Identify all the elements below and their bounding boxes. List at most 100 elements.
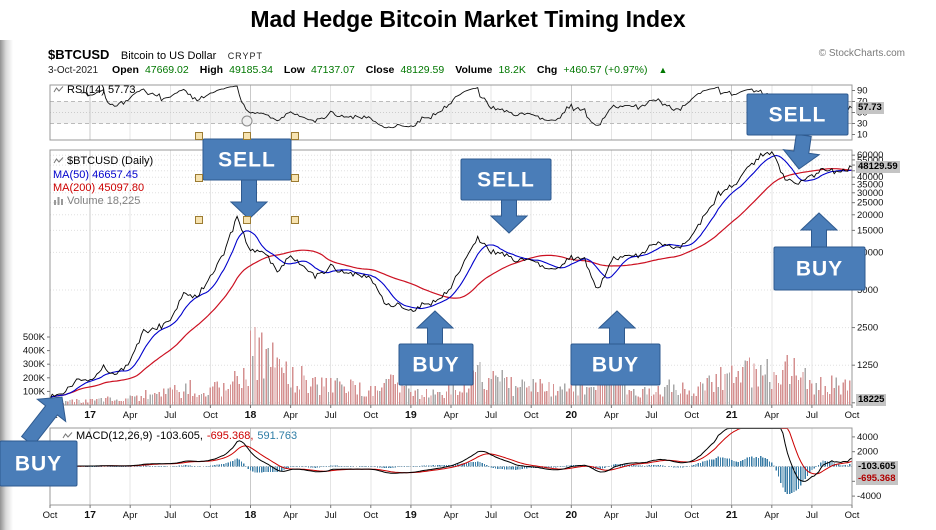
svg-text:25000: 25000: [857, 198, 883, 209]
svg-text:Apr: Apr: [764, 410, 779, 421]
svg-text:17: 17: [84, 509, 96, 521]
sell-box[interactable]: [746, 93, 849, 136]
sell-label: SELL: [218, 149, 276, 172]
buy-label: BUY: [796, 258, 843, 281]
macd-signal-axis-value-box: -695.368: [856, 473, 898, 485]
svg-text:200K: 200K: [23, 373, 46, 384]
buy-box[interactable]: [570, 343, 661, 386]
sell-callout[interactable]: SELL: [746, 93, 849, 170]
buy-arrow-shape[interactable]: [20, 396, 67, 447]
buy-callout[interactable]: BUY: [0, 396, 78, 487]
svg-text:Apr: Apr: [604, 510, 619, 521]
quote-values: Open 47669.02 High 49185.34 Low 47137.07 Cl…: [112, 64, 658, 76]
svg-text:Oct: Oct: [363, 510, 378, 521]
selection-handle[interactable]: [195, 216, 203, 224]
sell-arrow-shape[interactable]: [782, 133, 821, 170]
buy-arrow-shape[interactable]: [597, 310, 637, 345]
last-price-box: 48129.59: [856, 161, 900, 173]
svg-text:100K: 100K: [23, 386, 46, 397]
buy-arrow-shape[interactable]: [799, 212, 839, 248]
buy-box[interactable]: [773, 246, 866, 291]
svg-text:500K: 500K: [23, 332, 46, 343]
selection-handle[interactable]: [291, 132, 299, 140]
svg-text:Apr: Apr: [444, 410, 459, 421]
volume-bars-icon: [53, 196, 64, 209]
ticker-name: Bitcoin to US Dollar: [120, 50, 217, 62]
indicator-line-icon: [53, 85, 64, 97]
sell-callout[interactable]: SELL: [460, 158, 552, 234]
svg-text:35000: 35000: [857, 179, 883, 190]
buy-box[interactable]: [0, 440, 78, 487]
buy-arrow-shape[interactable]: [415, 310, 455, 345]
up-triangle-icon: ▲: [658, 65, 668, 75]
svg-text:Oct: Oct: [845, 510, 860, 521]
svg-text:Apr: Apr: [604, 410, 619, 421]
quote-high: High 49185.34: [199, 64, 273, 76]
svg-text:20000: 20000: [857, 210, 883, 221]
selection-handle[interactable]: [243, 132, 251, 140]
svg-text:Oct: Oct: [684, 510, 699, 521]
legend-ma200: MA(200) 45097.80: [53, 182, 145, 194]
svg-text:Apr: Apr: [444, 510, 459, 521]
svg-text:19: 19: [405, 509, 417, 521]
svg-text:Jul: Jul: [164, 410, 176, 421]
selection-handle[interactable]: [195, 132, 203, 140]
macd-axis-value-box: -103.605: [856, 461, 898, 473]
slide-edge-shadow: [0, 40, 13, 530]
svg-text:30000: 30000: [857, 188, 883, 199]
buy-box[interactable]: [398, 343, 474, 386]
buy-callout[interactable]: BUY: [773, 212, 866, 291]
sell-callout[interactable]: SELL: [195, 115, 299, 224]
chart-line-icon: [53, 156, 64, 169]
svg-text:21: 21: [726, 409, 738, 421]
buy-label: BUY: [592, 354, 639, 377]
buy-callout[interactable]: BUY: [398, 310, 474, 386]
macd-label: MACD(12,26,9): [76, 430, 153, 442]
sell-arrow-shape[interactable]: [489, 199, 529, 234]
selection-handle[interactable]: [291, 216, 299, 224]
macd-signal-value: -695.368,: [206, 430, 254, 442]
buy-label: BUY: [412, 354, 459, 377]
selection-handle[interactable]: [243, 216, 251, 224]
svg-text:Jul: Jul: [645, 510, 657, 521]
rsi-value: 57.73: [107, 84, 136, 96]
svg-text:90: 90: [857, 86, 868, 97]
selection-handle[interactable]: [195, 174, 203, 182]
rotate-handle[interactable]: [241, 115, 253, 127]
volume-axis-value-box: 18225: [856, 394, 887, 406]
svg-text:Apr: Apr: [764, 510, 779, 521]
sell-box[interactable]: [460, 158, 552, 201]
svg-text:21: 21: [726, 509, 738, 521]
svg-text:Oct: Oct: [363, 410, 378, 421]
svg-text:18: 18: [245, 409, 257, 421]
selection-handle[interactable]: [291, 174, 299, 182]
svg-text:55000: 55000: [857, 155, 883, 166]
svg-text:300K: 300K: [23, 359, 46, 370]
rsi-legend: RSI(14) 57.73: [53, 84, 136, 97]
macd-hist-value: 591.763: [257, 430, 298, 442]
rsi-label: RSI(14): [67, 84, 105, 96]
exchange-label: CRYPT: [227, 51, 264, 61]
svg-text:Jul: Jul: [485, 410, 497, 421]
svg-text:10000: 10000: [857, 247, 883, 258]
svg-text:18: 18: [245, 509, 257, 521]
buy-callout[interactable]: BUY: [570, 310, 661, 386]
quote-date: 3-Oct-2021: [48, 65, 99, 76]
sell-arrow-shape[interactable]: [229, 179, 269, 220]
svg-text:60000: 60000: [857, 150, 883, 161]
svg-text:Jul: Jul: [325, 510, 337, 521]
legend-symbol: $BTCUSD (Daily): [67, 155, 154, 167]
svg-text:-4000: -4000: [857, 491, 881, 502]
svg-text:40000: 40000: [857, 172, 883, 183]
svg-text:Oct: Oct: [524, 410, 539, 421]
quote-row: 3-Oct-2021 Open 47669.02 High 49185.34 Low …: [48, 64, 863, 76]
svg-text:5000: 5000: [857, 285, 878, 296]
macd-line-icon: [62, 431, 73, 443]
svg-text:Oct: Oct: [684, 410, 699, 421]
svg-text:Oct: Oct: [43, 510, 58, 521]
stockcharts-credit-link[interactable]: © StockCharts.com: [818, 48, 905, 59]
svg-text:Apr: Apr: [123, 410, 138, 421]
svg-text:19: 19: [405, 409, 417, 421]
buy-label: BUY: [15, 453, 62, 476]
